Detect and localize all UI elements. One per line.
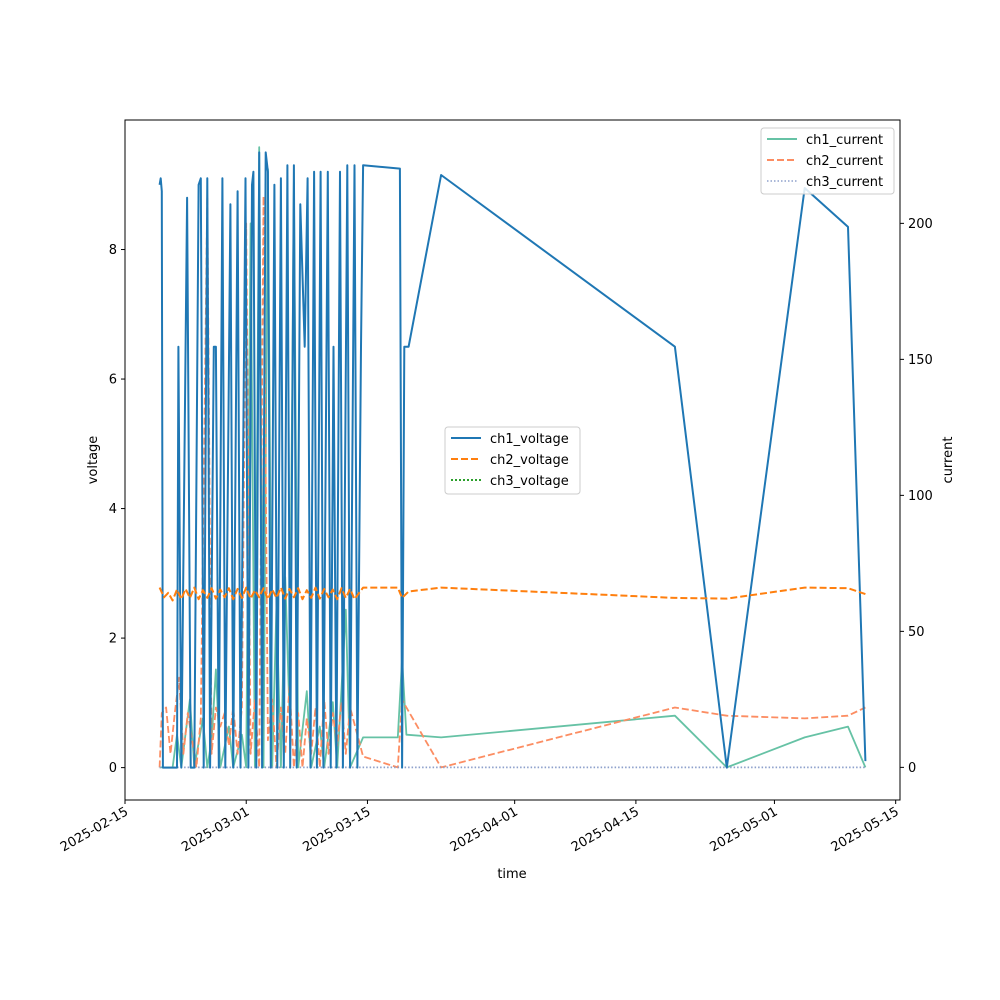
left-y-axis-ticks: 0 2 4 6 8 bbox=[109, 243, 125, 776]
x-axis-ticks: 2025-02-15 2025-03-01 2025-03-15 2025-04-01… bbox=[58, 800, 902, 855]
right-y-tick-label: 200 bbox=[908, 217, 933, 232]
right-y-axis-ticks: 0 50 100 150 200 bbox=[900, 217, 933, 776]
legend-voltage: ch1_voltage ch2_voltage ch3_voltage bbox=[444, 426, 581, 495]
legend-label-ch2-current: ch2_current bbox=[806, 154, 883, 169]
x-tick-label: 2025-02-15 bbox=[58, 804, 131, 855]
legend-label-ch3-current: ch3_current bbox=[806, 175, 883, 190]
series-layer bbox=[158, 146, 867, 769]
plot-frame bbox=[124, 119, 901, 801]
left-y-tick-label: 6 bbox=[109, 373, 117, 388]
left-y-tick-label: 0 bbox=[109, 761, 117, 776]
legend-label-ch2-voltage: ch2_voltage bbox=[490, 453, 569, 468]
x-axis-label: time bbox=[497, 867, 526, 882]
x-tick-label: 2025-03-15 bbox=[301, 804, 374, 855]
left-y-tick-label: 2 bbox=[109, 632, 117, 647]
left-y-axis-label: voltage bbox=[86, 436, 101, 485]
x-tick-label: 2025-05-01 bbox=[708, 804, 781, 855]
series-line-ch1-current bbox=[159, 146, 867, 769]
x-tick-label: 2025-05-15 bbox=[829, 804, 902, 855]
right-y-tick-label: 150 bbox=[908, 353, 933, 368]
right-y-axis-label: current bbox=[941, 437, 956, 484]
legend-label-ch3-voltage: ch3_voltage bbox=[490, 474, 569, 489]
left-y-tick-label: 8 bbox=[109, 243, 117, 258]
right-y-tick-label: 100 bbox=[908, 489, 933, 504]
series-line-ch1-voltage bbox=[158, 151, 867, 769]
right-y-tick-label: 50 bbox=[908, 625, 925, 640]
series-line-ch2-voltage bbox=[158, 586, 866, 602]
x-tick-label: 2025-04-15 bbox=[569, 804, 642, 855]
legend-label-ch1-voltage: ch1_voltage bbox=[490, 432, 569, 447]
legend-current: ch1_current ch2_current ch3_current bbox=[760, 127, 895, 195]
legend-label-ch1-current: ch1_current bbox=[806, 133, 883, 148]
right-y-tick-label: 0 bbox=[908, 761, 916, 776]
left-y-tick-label: 4 bbox=[109, 502, 117, 517]
x-tick-label: 2025-04-01 bbox=[448, 804, 521, 855]
x-tick-label: 2025-03-01 bbox=[179, 804, 252, 855]
